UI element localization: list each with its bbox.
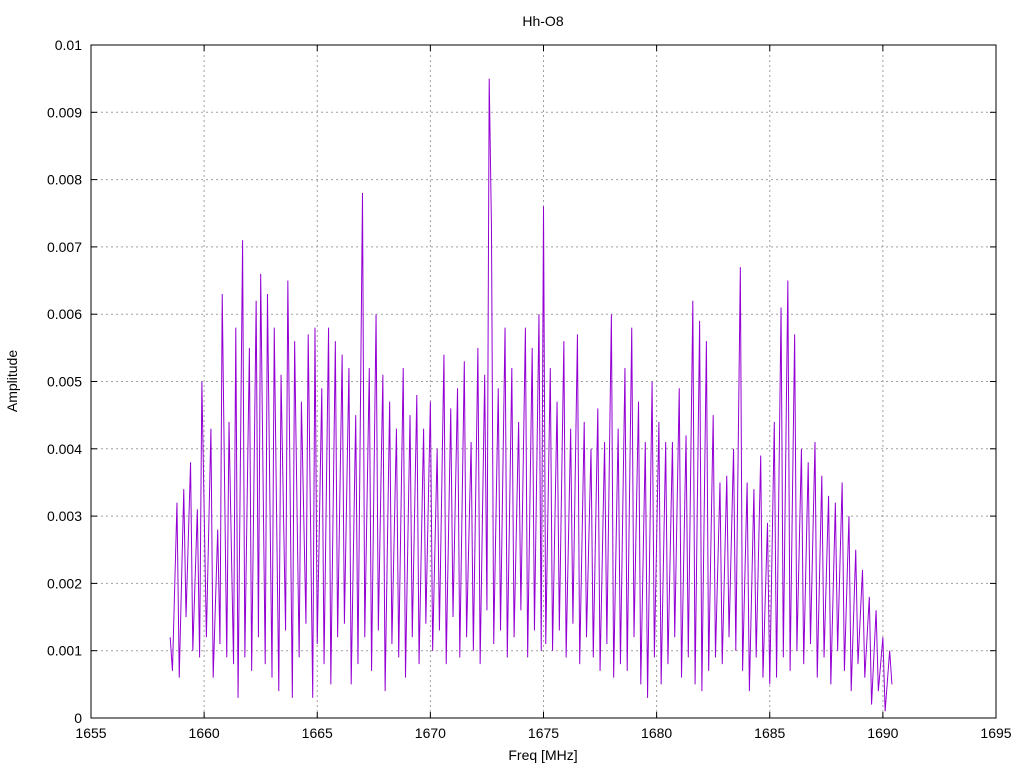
y-tick-label: 0.007	[47, 239, 82, 255]
y-tick-label: 0	[74, 710, 82, 726]
y-tick-label: 0.001	[47, 643, 82, 659]
series-line	[169, 78, 893, 712]
chart-title: Hh-O8	[522, 13, 563, 29]
x-tick-label: 1660	[189, 725, 220, 741]
y-tick-label: 0.002	[47, 575, 82, 591]
y-tick-label: 0.009	[47, 104, 82, 120]
x-tick-label: 1690	[867, 725, 898, 741]
x-tick-label: 1695	[980, 725, 1011, 741]
grid-lines	[91, 45, 996, 718]
y-tick-label: 0.006	[47, 306, 82, 322]
data-series	[169, 78, 893, 712]
x-tick-label: 1680	[641, 725, 672, 741]
axis-ticks: 1655 1660 1665 1670 1675 1680 1685 1690 1695 0 0.0…	[47, 37, 1012, 741]
x-tick-label: 1685	[754, 725, 785, 741]
y-tick-label: 0.01	[55, 37, 82, 53]
x-tick-label: 1655	[75, 725, 106, 741]
y-axis-label: Amplitude	[4, 350, 20, 412]
y-tick-label: 0.008	[47, 172, 82, 188]
y-tick-label: 0.005	[47, 374, 82, 390]
y-tick-label: 0.003	[47, 508, 82, 524]
x-tick-label: 1665	[302, 725, 333, 741]
x-tick-label: 1675	[528, 725, 559, 741]
y-tick-label: 0.004	[47, 441, 82, 457]
x-tick-label: 1670	[415, 725, 446, 741]
x-axis-label: Freq [MHz]	[508, 747, 577, 763]
